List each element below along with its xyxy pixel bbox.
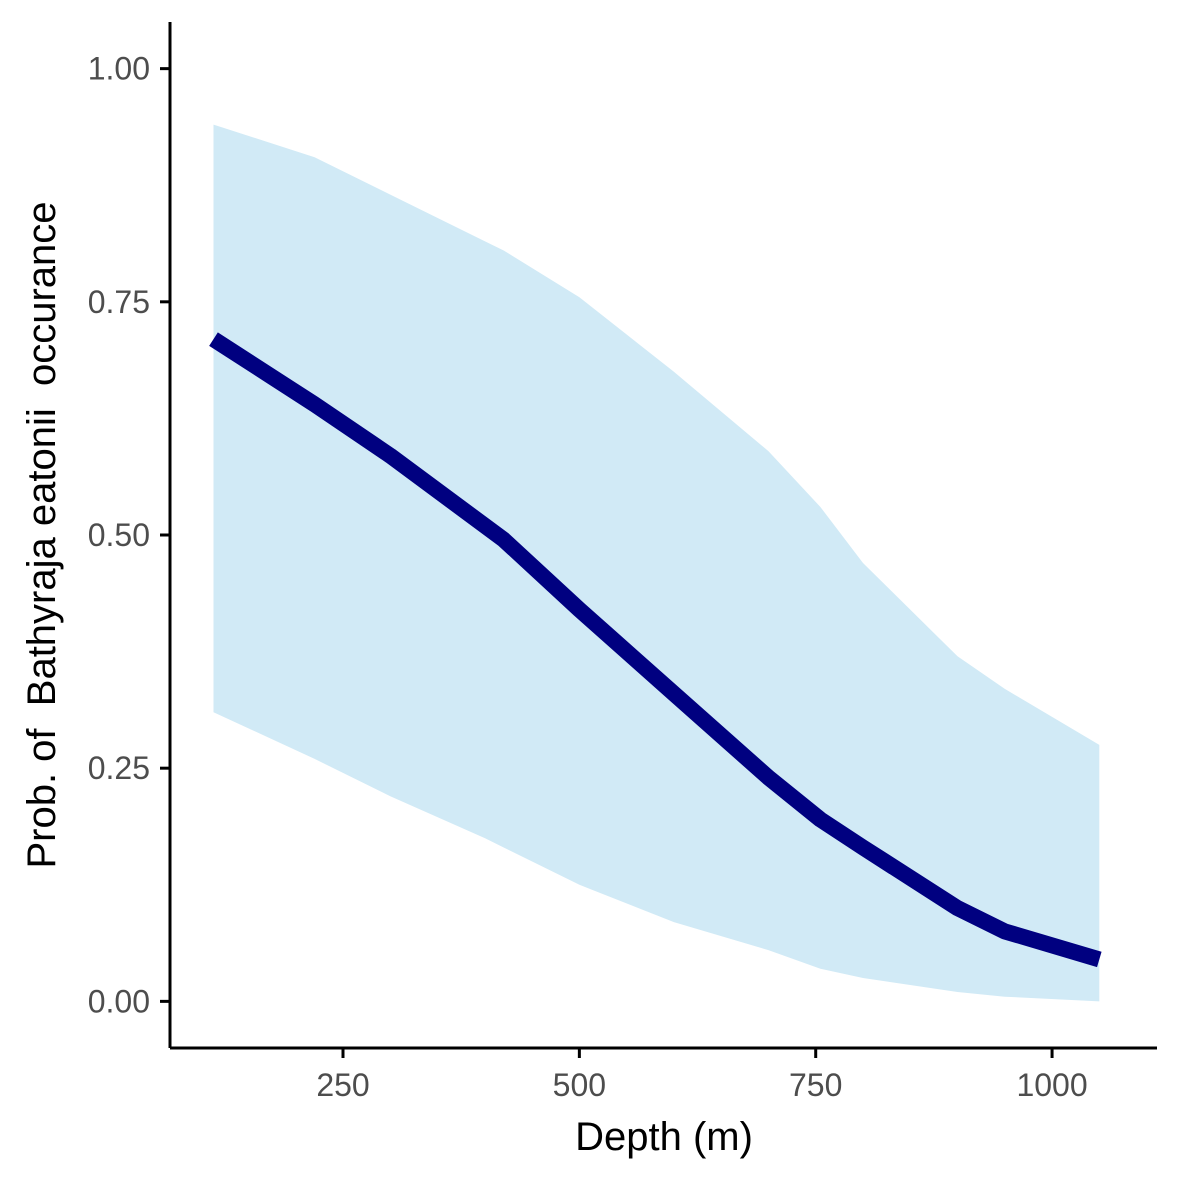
confidence-band xyxy=(213,124,1100,1002)
fitted-line xyxy=(209,332,1102,968)
x-tick-label: 250 xyxy=(316,1067,369,1103)
axes: 250 500 750 1000 0.00 0.25 0.50 0.75 1.00 xyxy=(88,22,1157,1103)
x-tick-label: 750 xyxy=(789,1067,842,1103)
y-tick-label: 1.00 xyxy=(88,51,150,87)
x-tick-label: 1000 xyxy=(1016,1067,1087,1103)
y-tick-label: 0.75 xyxy=(88,284,150,320)
y-tick-label: 0.25 xyxy=(88,750,150,786)
y-axis-title: Prob. of Bathyraja eatonii occurance xyxy=(20,201,64,868)
x-tick-label: 500 xyxy=(553,1067,606,1103)
y-tick-label: 0.50 xyxy=(88,517,150,553)
y-tick-label: 0.00 xyxy=(88,983,150,1019)
plot-area xyxy=(209,124,1102,1002)
x-axis-title: Depth (m) xyxy=(575,1115,753,1159)
